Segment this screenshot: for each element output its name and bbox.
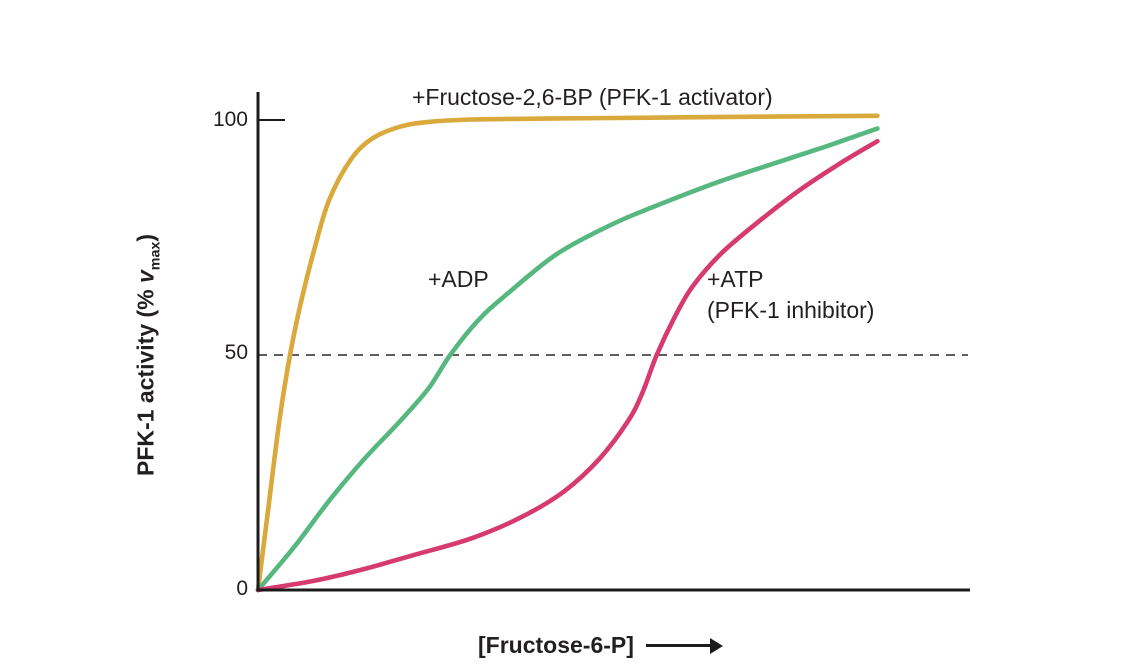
y-tick-label-0: 0 xyxy=(236,577,248,600)
y-tick-label-100: 100 xyxy=(212,108,248,131)
y-axis-title: PFK-1 activity (% vmax) xyxy=(133,234,164,476)
right-arrow-icon xyxy=(645,637,723,654)
y-axis-title-variable: v xyxy=(132,270,159,283)
annotation-activator: +Fructose-2,6-BP (PFK-1 activator) xyxy=(412,84,773,110)
annotation-adp: +ADP xyxy=(428,266,489,292)
x-axis-title: [Fructose-6-P] xyxy=(478,632,723,659)
y-axis-title-suffix: ) xyxy=(132,234,159,242)
annotation-atp: +ATP (PFK-1 inhibitor) xyxy=(707,264,874,326)
y-axis-title-prefix: PFK-1 activity (% xyxy=(132,283,159,476)
annotation-atp-line1: +ATP xyxy=(707,266,764,292)
y-axis-title-subscript: max xyxy=(147,241,164,271)
y-tick-label-50: 50 xyxy=(224,341,248,364)
x-axis-title-text: [Fructose-6-P] xyxy=(478,632,634,658)
annotation-atp-line2: (PFK-1 inhibitor) xyxy=(707,297,875,323)
